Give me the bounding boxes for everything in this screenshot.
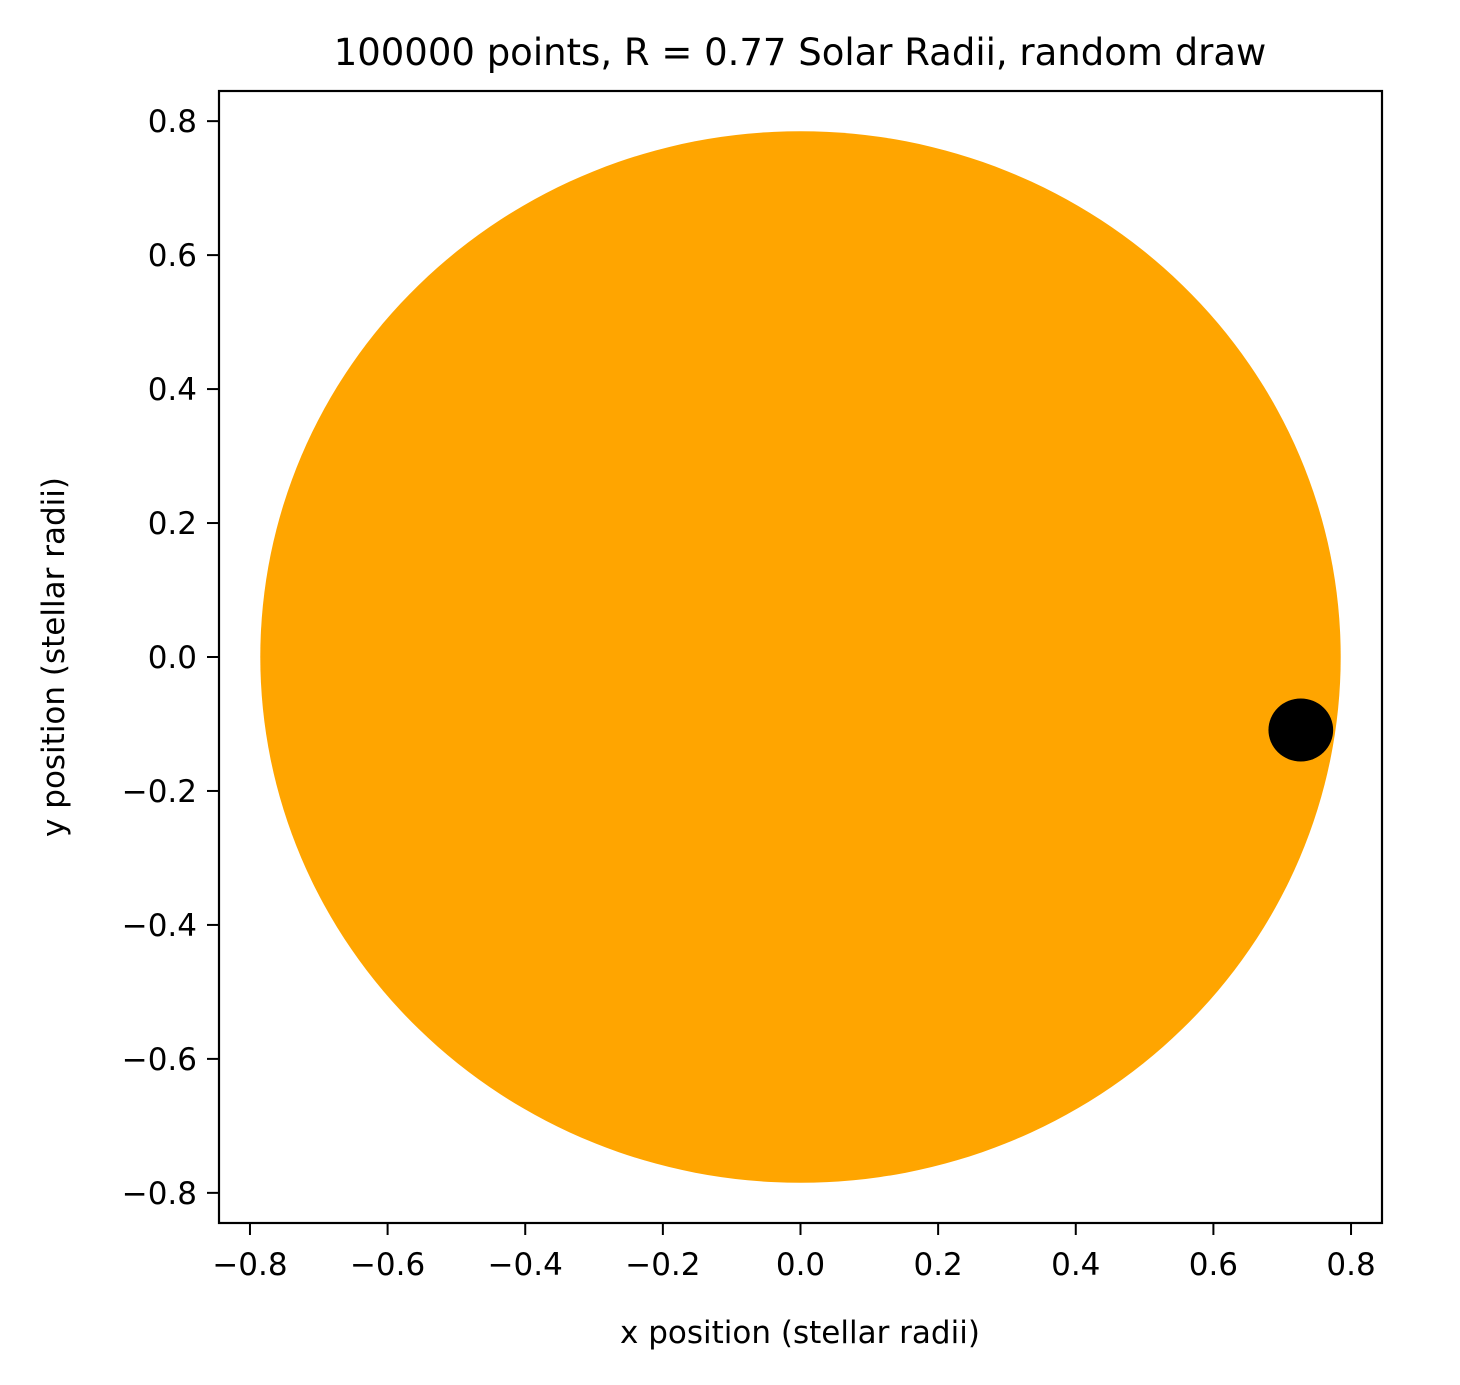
- chart-title: 100000 points, R = 0.77 Solar Radii, ran…: [334, 31, 1267, 74]
- y-tick-label: 0.6: [148, 238, 197, 274]
- x-tick-label: 0.2: [913, 1247, 962, 1283]
- y-tick-label: −0.4: [122, 908, 197, 944]
- star-point-cloud: [260, 131, 1341, 1183]
- planet-point-cloud: [1268, 698, 1334, 762]
- plot-marks: [260, 131, 1341, 1183]
- x-tick-label: 0.4: [1051, 1247, 1100, 1283]
- x-tick-label: 0.8: [1326, 1247, 1375, 1283]
- y-tick-label: −0.2: [122, 774, 197, 810]
- x-tick-label: −0.8: [212, 1247, 287, 1283]
- y-axis-label: y position (stellar radii): [36, 477, 72, 837]
- x-tick-label: −0.4: [488, 1247, 563, 1283]
- x-tick-label: 0.6: [1189, 1247, 1238, 1283]
- y-tick-label: 0.2: [148, 506, 197, 542]
- x-axis-label: x position (stellar radii): [620, 1315, 980, 1351]
- x-tick-label: −0.6: [350, 1247, 425, 1283]
- y-tick-label: −0.6: [122, 1042, 197, 1078]
- x-tick-label: 0.0: [776, 1247, 825, 1283]
- y-tick-label: −0.8: [122, 1176, 197, 1212]
- y-tick-label: 0.8: [148, 104, 197, 140]
- x-tick-label: −0.2: [625, 1247, 700, 1283]
- y-tick-label: 0.4: [148, 372, 197, 408]
- y-axis: −0.8 −0.6 −0.4 −0.2 0.0 0.2 0.4 0.6 0.8: [122, 104, 219, 1212]
- x-axis: −0.8 −0.6 −0.4 −0.2 0.0 0.2 0.4 0.6 0.8: [212, 1223, 1376, 1283]
- y-tick-label: 0.0: [148, 640, 197, 676]
